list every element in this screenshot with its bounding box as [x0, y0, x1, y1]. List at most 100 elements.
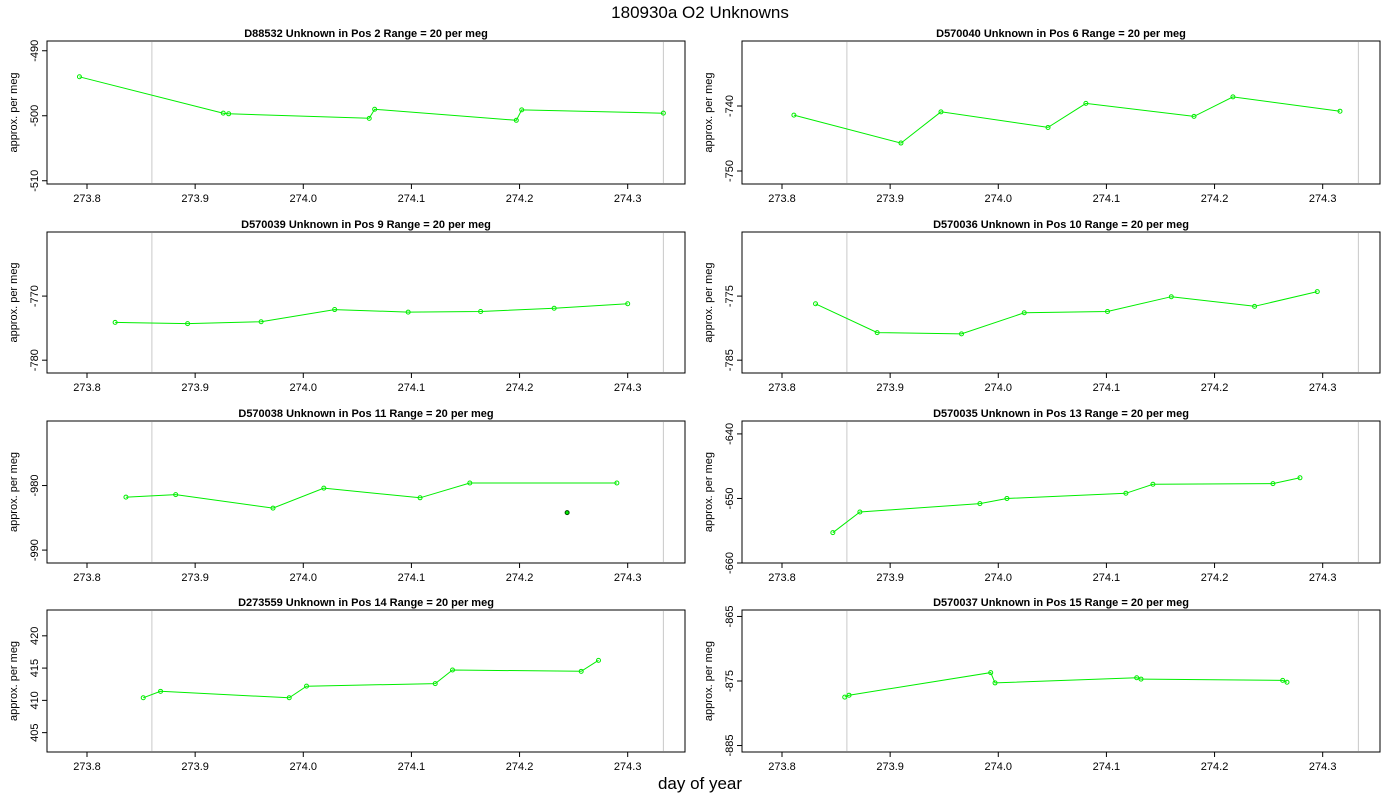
- data-point: [938, 109, 944, 115]
- y-tick-label: -885: [724, 735, 736, 757]
- data-point: [1168, 294, 1174, 300]
- x-tick-label: 274.1: [1093, 572, 1121, 584]
- x-tick-label: 274.0: [290, 572, 318, 584]
- series-line: [793, 96, 1341, 144]
- y-tick-label: -750: [724, 160, 736, 182]
- x-tick-label: 273.8: [73, 382, 101, 394]
- plot-frame: [46, 40, 686, 185]
- x-tick-label: 273.9: [181, 572, 209, 584]
- data-point: [846, 692, 852, 698]
- x-tick-label: 274.3: [614, 382, 642, 394]
- x-tick-label: 274.1: [1093, 761, 1121, 773]
- plot-frame: [741, 420, 1381, 564]
- data-point: [1191, 113, 1197, 119]
- x-tick-label: 273.9: [181, 193, 209, 205]
- y-tick-label: 405: [29, 723, 41, 741]
- x-tick-label: 274.2: [506, 761, 534, 773]
- x-tick-label: 274.1: [398, 761, 426, 773]
- panel-title: D570035 Unknown in Pos 13 Range = 20 per…: [933, 408, 1189, 420]
- data-point: [1337, 108, 1343, 114]
- data-point: [478, 308, 484, 314]
- x-tick-label: 274.2: [1201, 382, 1229, 394]
- data-point: [185, 321, 191, 327]
- plot-frame: [741, 231, 1381, 374]
- data-point: [595, 657, 601, 663]
- x-tick-label: 274.3: [1309, 193, 1337, 205]
- data-point: [874, 330, 880, 336]
- data-point: [321, 485, 327, 491]
- y-tick-label: -865: [724, 605, 736, 627]
- series-line: [143, 659, 599, 699]
- data-point: [173, 492, 179, 498]
- data-point: [286, 695, 292, 701]
- plot-frame: [46, 609, 686, 753]
- y-tick-label: -660: [724, 552, 736, 574]
- x-tick-label: 273.9: [876, 572, 904, 584]
- data-point: [625, 301, 631, 307]
- x-tick-label: 274.0: [290, 761, 318, 773]
- x-tick-label: 274.3: [614, 572, 642, 584]
- page-title: 180930a O2 Unknowns: [611, 3, 789, 22]
- y-tick-label: -775: [724, 285, 736, 307]
- y-tick-label: -780: [29, 349, 41, 371]
- x-tick-label: 274.3: [614, 193, 642, 205]
- y-tick-label: -490: [29, 40, 41, 62]
- panel-3: D570039 Unknown in Pos 9 Range = 20 per …: [8, 219, 686, 394]
- x-tick-label: 274.3: [1309, 761, 1337, 773]
- data-point: [1021, 310, 1027, 316]
- data-point: [1230, 94, 1236, 100]
- x-tick-label: 273.9: [181, 382, 209, 394]
- panel-4: D570036 Unknown in Pos 10 Range = 20 per…: [703, 219, 1381, 394]
- x-tick-label: 274.3: [1309, 382, 1337, 394]
- data-point: [551, 305, 557, 311]
- data-point: [366, 115, 372, 121]
- x-tick-label: 274.2: [1201, 193, 1229, 205]
- panel-7: D273559 Unknown in Pos 14 Range = 20 per…: [8, 597, 686, 773]
- data-point: [614, 480, 620, 486]
- data-point: [1252, 303, 1258, 309]
- y-axis-label: approx. per meg: [703, 452, 715, 532]
- data-point: [1280, 677, 1286, 683]
- data-point: [158, 688, 164, 694]
- x-tick-label: 274.1: [398, 572, 426, 584]
- x-tick-label: 274.2: [506, 193, 534, 205]
- x-tick-label: 273.8: [768, 572, 796, 584]
- data-point: [220, 110, 226, 116]
- y-tick-label: -875: [724, 670, 736, 692]
- panel-title: D273559 Unknown in Pos 14 Range = 20 per…: [238, 597, 494, 609]
- y-axis-label: approx. per meg: [8, 72, 20, 152]
- y-tick-label: -990: [29, 539, 41, 561]
- data-point: [112, 319, 118, 325]
- x-tick-label: 273.9: [181, 761, 209, 773]
- data-point: [1150, 481, 1156, 487]
- y-axis-label: approx. per meg: [8, 452, 20, 532]
- x-axis-title: day of year: [657, 774, 743, 793]
- y-axis-label: approx. per meg: [703, 262, 715, 342]
- y-tick-label: -500: [29, 105, 41, 127]
- x-tick-label: 274.1: [398, 193, 426, 205]
- series-line: [115, 303, 628, 325]
- data-point: [450, 667, 456, 673]
- x-tick-label: 274.2: [506, 572, 534, 584]
- data-point: [1083, 100, 1089, 106]
- y-tick-label: -510: [29, 170, 41, 192]
- panel-8: D570037 Unknown in Pos 15 Range = 20 per…: [703, 597, 1381, 773]
- data-point: [977, 501, 983, 507]
- data-point: [1138, 676, 1144, 682]
- x-tick-label: 274.2: [506, 382, 534, 394]
- data-point: [1314, 289, 1320, 295]
- data-point: [304, 683, 310, 689]
- data-point: [1134, 675, 1140, 681]
- x-tick-label: 274.0: [985, 193, 1013, 205]
- series-line: [815, 291, 1318, 335]
- series-line: [832, 477, 1301, 534]
- x-tick-label: 273.9: [876, 761, 904, 773]
- data-point: [76, 74, 82, 80]
- x-tick-label: 274.0: [985, 761, 1013, 773]
- y-axis-label: approx. per meg: [703, 72, 715, 152]
- y-tick-label: 420: [29, 627, 41, 645]
- panel-title: D570038 Unknown in Pos 11 Range = 20 per…: [238, 408, 493, 420]
- x-tick-label: 274.0: [985, 382, 1013, 394]
- data-point: [1104, 308, 1110, 314]
